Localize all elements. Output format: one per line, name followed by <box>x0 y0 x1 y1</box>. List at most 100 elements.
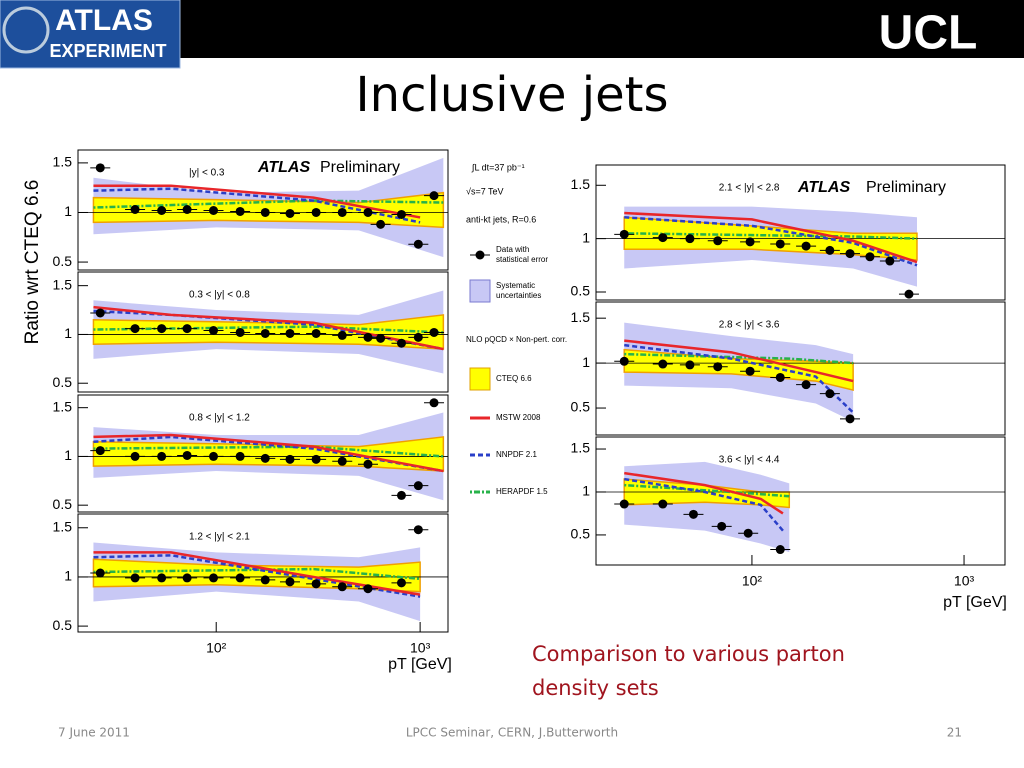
data-point <box>285 328 295 338</box>
data-point <box>904 289 914 299</box>
y-tick-label: 1 <box>64 325 72 341</box>
data-point <box>685 360 695 370</box>
data-point <box>311 454 321 464</box>
data-point <box>685 234 695 244</box>
panel-label: |y| < 0.3 <box>189 168 225 179</box>
data-point <box>775 545 785 555</box>
panel-frame <box>77 271 449 393</box>
data-point <box>619 499 629 509</box>
y-tick-label: 1.5 <box>53 276 73 292</box>
data-point <box>182 205 192 215</box>
data-point <box>845 414 855 424</box>
data-point <box>376 219 386 229</box>
y-tick-label: 0.5 <box>53 496 73 512</box>
y-axis-label: Ratio wrt CTEQ 6.6 <box>22 180 43 345</box>
data-point <box>363 332 373 342</box>
y-tick-label: 1.5 <box>571 440 591 456</box>
x-tick-label: 10³ <box>954 573 975 589</box>
footer-event: LPCC Seminar, CERN, J.Butterworth <box>406 726 618 740</box>
legend-marker <box>469 367 491 391</box>
panel <box>78 157 448 258</box>
data-point <box>396 338 406 348</box>
data-point <box>688 509 698 519</box>
panel <box>596 461 1005 555</box>
mstw-line <box>93 433 444 473</box>
data-point <box>260 453 270 463</box>
y-tick-label: 1 <box>582 229 590 245</box>
data-point <box>235 451 245 461</box>
data-point <box>182 450 192 460</box>
x-tick-label: 10² <box>742 573 763 589</box>
data-point <box>130 451 140 461</box>
data-point <box>130 573 140 583</box>
data-point <box>157 205 167 215</box>
data-point <box>429 398 439 408</box>
data-point <box>337 330 347 340</box>
atlas-logo <box>0 0 181 69</box>
y-tick-label: 0.5 <box>53 253 73 269</box>
legend-label: CTEQ 6.6 <box>496 374 532 383</box>
herapdf-line <box>93 567 421 581</box>
panel-label: 1.2 < |y| < 2.1 <box>189 532 250 543</box>
data-point <box>209 205 219 215</box>
x-axis-label: pT [GeV] <box>943 594 1007 611</box>
data-point <box>745 237 755 247</box>
data-point <box>182 573 192 583</box>
ucl-logo: UCL <box>879 7 978 60</box>
data-point <box>337 207 347 217</box>
info-text: anti-kt jets, R=0.6 <box>466 214 536 224</box>
data-point <box>658 233 668 243</box>
panel-frame <box>595 436 1006 566</box>
data-point <box>376 333 386 343</box>
y-tick-label: 1.5 <box>571 309 591 325</box>
slide-title: Inclusive jets <box>356 67 669 123</box>
y-tick-label: 1 <box>64 447 72 463</box>
y-tick-label: 0.5 <box>53 617 73 633</box>
legend-label: Data with statistical error <box>496 245 548 264</box>
data-point <box>825 389 835 399</box>
annotation: Preliminary <box>320 159 400 176</box>
mstw-line <box>624 211 918 264</box>
panel <box>596 206 1005 299</box>
data-point <box>413 239 423 249</box>
data-point <box>396 490 406 500</box>
data-point <box>775 372 785 382</box>
data-point <box>363 459 373 469</box>
panel-label: 2.1 < |y| < 2.8 <box>719 183 780 194</box>
mstw-line <box>624 339 854 383</box>
panel-frame <box>595 301 1006 436</box>
data-point <box>235 327 245 337</box>
data-point <box>396 209 406 219</box>
data-point <box>743 528 753 538</box>
legend-label: Systematic uncertainties <box>496 281 541 300</box>
data-point <box>260 575 270 585</box>
data-point <box>658 359 668 369</box>
mstw-line <box>624 471 784 515</box>
data-point <box>130 324 140 334</box>
herapdf-line <box>624 232 918 240</box>
data-point <box>95 446 105 456</box>
data-point <box>209 573 219 583</box>
info-text: ∫L dt=37 pb⁻¹ <box>471 162 525 172</box>
data-point <box>95 568 105 578</box>
data-point <box>717 521 727 531</box>
data-point <box>363 207 373 217</box>
annotation-strong: ATLAS <box>257 159 310 176</box>
legend-marker <box>475 250 485 260</box>
data-point <box>619 229 629 239</box>
data-point <box>885 256 895 266</box>
data-point <box>429 327 439 337</box>
data-point <box>413 525 423 535</box>
data-point <box>209 451 219 461</box>
data-point <box>235 573 245 583</box>
y-tick-label: 1.5 <box>53 154 73 170</box>
nnpdf-line <box>624 343 855 414</box>
panel-frame <box>595 164 1006 301</box>
data-point <box>311 328 321 338</box>
data-point <box>658 499 668 509</box>
panel-label: 0.8 < |y| < 1.2 <box>189 413 250 424</box>
atlas-logo-text: ATLAS <box>55 4 153 37</box>
data-point <box>95 163 105 173</box>
caption: density sets <box>532 676 659 700</box>
